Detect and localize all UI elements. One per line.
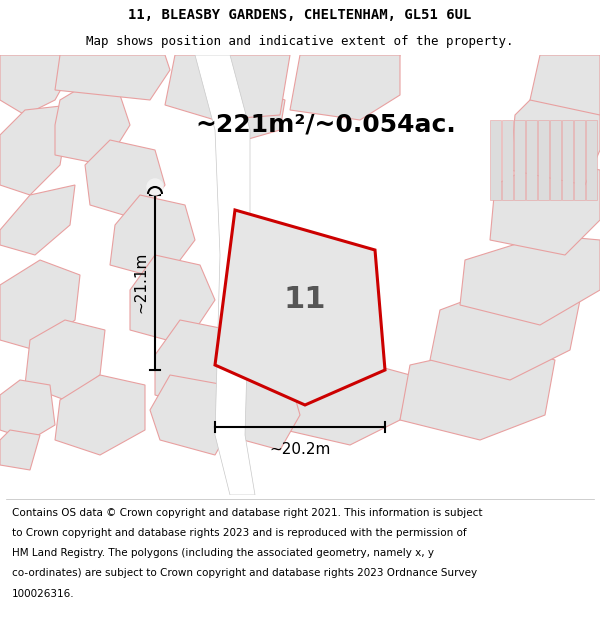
Text: to Crown copyright and database rights 2023 and is reproduced with the permissio: to Crown copyright and database rights 2…: [12, 528, 467, 538]
Polygon shape: [55, 85, 130, 165]
Text: Map shows position and indicative extent of the property.: Map shows position and indicative extent…: [86, 35, 514, 48]
Polygon shape: [165, 55, 290, 120]
Polygon shape: [550, 120, 561, 200]
Polygon shape: [430, 280, 580, 380]
Polygon shape: [215, 210, 385, 405]
Text: 100026316.: 100026316.: [12, 589, 74, 599]
Text: HM Land Registry. The polygons (including the associated geometry, namely x, y: HM Land Registry. The polygons (includin…: [12, 548, 434, 558]
Polygon shape: [400, 345, 555, 440]
Polygon shape: [586, 120, 597, 200]
Polygon shape: [55, 55, 170, 100]
Polygon shape: [530, 55, 600, 115]
Polygon shape: [526, 120, 537, 200]
Text: 11, BLEASBY GARDENS, CHELTENHAM, GL51 6UL: 11, BLEASBY GARDENS, CHELTENHAM, GL51 6U…: [128, 8, 472, 22]
Polygon shape: [510, 85, 600, 185]
Polygon shape: [0, 55, 80, 115]
Polygon shape: [150, 375, 235, 455]
Text: ~21.1m: ~21.1m: [133, 252, 149, 313]
Polygon shape: [0, 380, 55, 440]
Polygon shape: [502, 120, 513, 200]
Text: 11: 11: [284, 286, 326, 314]
Polygon shape: [490, 120, 501, 200]
Polygon shape: [85, 140, 165, 220]
Polygon shape: [195, 55, 260, 110]
Polygon shape: [130, 255, 215, 345]
Polygon shape: [110, 195, 195, 280]
Text: co-ordinates) are subject to Crown copyright and database rights 2023 Ordnance S: co-ordinates) are subject to Crown copyr…: [12, 569, 477, 579]
Polygon shape: [155, 320, 240, 410]
Polygon shape: [0, 430, 40, 470]
Polygon shape: [0, 105, 70, 195]
Polygon shape: [0, 260, 80, 350]
Polygon shape: [310, 55, 400, 100]
Polygon shape: [25, 320, 105, 400]
Polygon shape: [290, 55, 400, 120]
Polygon shape: [562, 120, 573, 200]
Text: Contains OS data © Crown copyright and database right 2021. This information is : Contains OS data © Crown copyright and d…: [12, 508, 482, 518]
Circle shape: [147, 179, 163, 195]
Polygon shape: [285, 360, 410, 445]
Polygon shape: [490, 160, 600, 255]
Text: ~20.2m: ~20.2m: [269, 442, 331, 457]
Polygon shape: [55, 375, 145, 455]
Polygon shape: [215, 370, 300, 450]
Polygon shape: [460, 235, 600, 325]
Text: ~221m²/~0.054ac.: ~221m²/~0.054ac.: [195, 113, 456, 137]
Polygon shape: [0, 185, 75, 255]
Polygon shape: [574, 120, 585, 200]
Polygon shape: [195, 55, 255, 495]
Polygon shape: [538, 120, 549, 200]
Polygon shape: [215, 90, 285, 140]
Polygon shape: [514, 120, 525, 200]
